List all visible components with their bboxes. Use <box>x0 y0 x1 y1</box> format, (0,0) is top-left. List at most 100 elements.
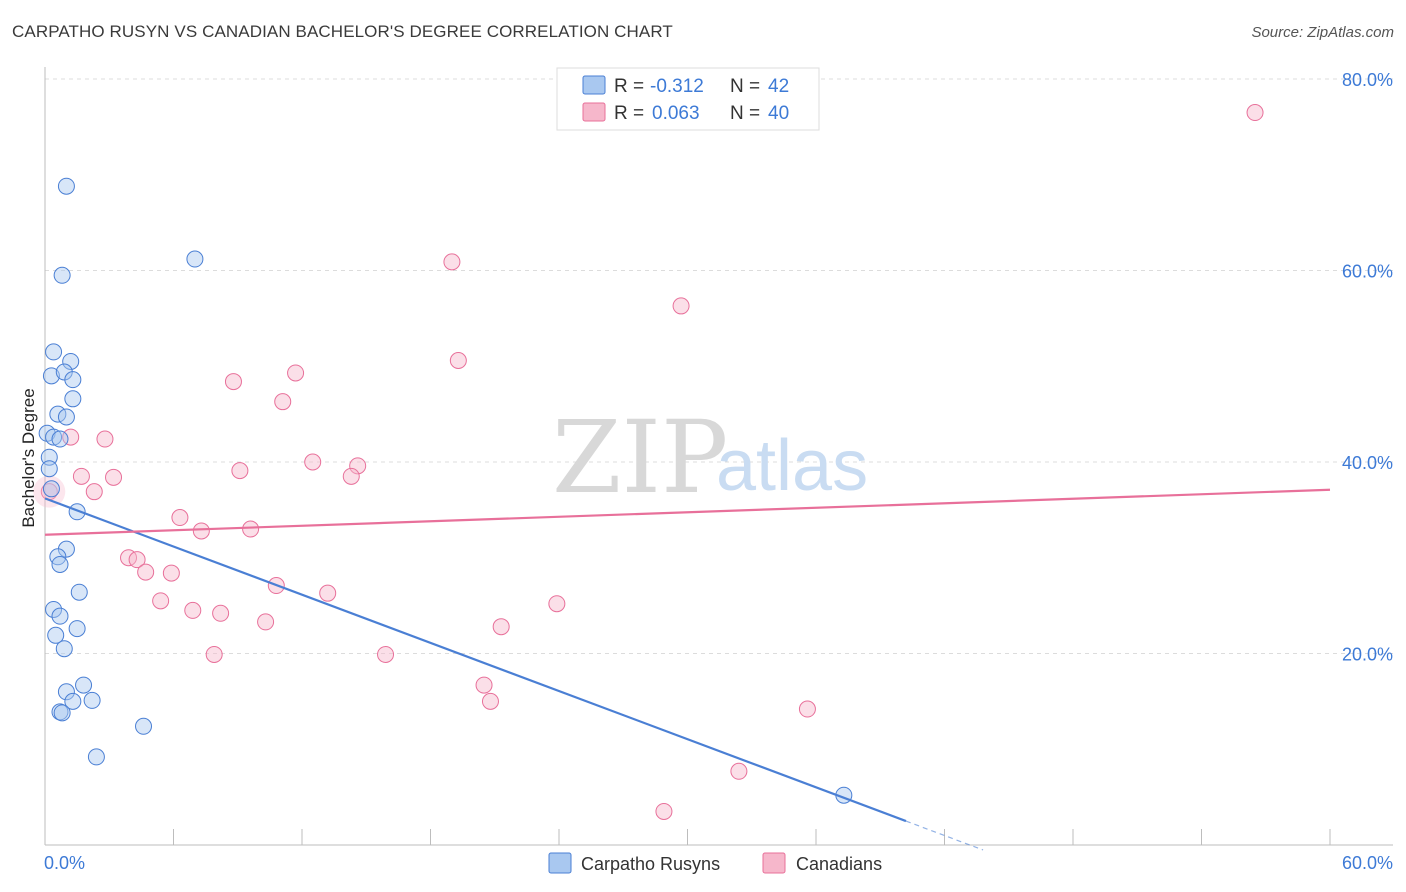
y-axis-tick-labels: 20.0% 40.0% 60.0% 80.0% <box>1342 70 1393 665</box>
canadians-point <box>287 364 305 382</box>
gridlines <box>45 78 1393 654</box>
canadians-point <box>798 700 816 718</box>
canadians-point <box>137 563 155 581</box>
carpatho-rusyns-point <box>83 691 101 709</box>
legend-swatch-pink <box>582 102 606 122</box>
canadians-point <box>105 468 123 486</box>
x-axis-ticks <box>173 829 1331 845</box>
canadians-point <box>171 509 189 527</box>
canadians-point <box>492 618 510 636</box>
watermark-atlas: atlas <box>716 426 868 506</box>
canadians-point <box>548 595 566 613</box>
canadians-point <box>162 564 180 582</box>
y-tick-label-20: 20.0% <box>1342 645 1393 665</box>
canadians-point <box>224 373 242 391</box>
carpatho-rusyns-point <box>62 352 80 370</box>
canadians-point <box>730 762 748 780</box>
carpatho-rusyns-trend-line <box>44 497 907 823</box>
carpatho-rusyns-point <box>51 607 69 625</box>
x-tick-label-max: 60.0% <box>1342 853 1393 873</box>
y-tick-label-40: 40.0% <box>1342 453 1393 473</box>
canadians-point <box>62 428 80 446</box>
carpatho-rusyns-point <box>135 717 153 735</box>
canadians-point <box>205 645 223 663</box>
legend-n-value-2: 40 <box>768 103 789 124</box>
stats-legend: R = -0.312 N = 42 R = 0.063 N = 40 <box>556 67 820 131</box>
carpatho-rusyns-point <box>64 692 82 710</box>
legend-r-label-2: R = <box>614 103 644 124</box>
y-tick-label-60: 60.0% <box>1342 262 1393 282</box>
canadians-point <box>96 430 114 448</box>
canadians-point <box>231 462 249 480</box>
canadians-point <box>242 520 260 538</box>
legend-r-label-1: R = <box>614 76 644 97</box>
carpatho-rusyns-point <box>64 390 82 408</box>
legend-n-label-2: N = <box>730 103 760 124</box>
carpatho-rusyns-point <box>57 408 75 426</box>
carpatho-rusyns-point <box>75 676 93 694</box>
carpatho-rusyns-point <box>53 704 71 722</box>
canadians-point <box>212 604 230 622</box>
source-label: Source: ZipAtlas.com <box>1251 24 1394 41</box>
y-axis-label: Bachelor's Degree <box>19 388 38 527</box>
canadians-trend-line <box>44 488 1331 536</box>
canadians-point <box>1246 104 1264 122</box>
canadians-point <box>655 802 673 820</box>
series-legend-swatch-carpatho-rusyns <box>548 852 572 874</box>
canadians-point <box>475 676 493 694</box>
canadians-point <box>128 551 146 569</box>
watermark-zip: ZIP <box>552 399 728 516</box>
canadians-point <box>120 549 138 567</box>
canadians-points <box>33 104 1264 820</box>
carpatho-rusyns-point <box>45 343 63 361</box>
carpatho-rusyns-point <box>40 460 58 478</box>
canadians-point <box>342 467 360 485</box>
carpatho-rusyns-point <box>47 626 65 644</box>
carpatho-rusyns-point <box>42 480 60 498</box>
carpatho-rusyns-point <box>186 250 204 268</box>
canadians-point <box>72 467 90 485</box>
carpatho-rusyns-trend-extension <box>905 820 984 851</box>
x-tick-label-min: 0.0% <box>44 853 85 873</box>
legend-r-value-1: -0.312 <box>650 76 704 97</box>
carpatho-rusyns-point <box>57 177 75 195</box>
carpatho-rusyns-point <box>68 620 86 638</box>
carpatho-rusyns-point <box>64 371 82 389</box>
canadians-point <box>152 592 170 610</box>
carpatho-rusyns-point <box>51 555 69 573</box>
carpatho-rusyns-point <box>45 428 63 446</box>
legend-swatch-blue <box>582 75 606 95</box>
canadians-point <box>672 297 690 315</box>
series-legend-swatch-canadians <box>762 852 786 874</box>
carpatho-rusyns-point <box>42 367 60 385</box>
canadians-point <box>349 457 367 475</box>
canadians-point <box>481 692 499 710</box>
canadians-point <box>449 352 467 370</box>
carpatho-rusyns-points <box>38 177 853 804</box>
legend-n-value-1: 42 <box>768 76 789 97</box>
series-legend-label-carpatho-rusyns: Carpatho Rusyns <box>581 854 720 874</box>
canadians-point <box>85 483 103 501</box>
canadians-point <box>304 453 322 471</box>
canadians-point <box>443 253 461 271</box>
carpatho-rusyns-point <box>51 430 69 448</box>
series-legend: Carpatho Rusyns Canadians <box>548 852 882 874</box>
carpatho-rusyns-point <box>87 748 105 766</box>
carpatho-rusyns-point <box>53 266 71 284</box>
carpatho-rusyns-point <box>55 640 73 658</box>
series-legend-label-canadians: Canadians <box>796 854 882 874</box>
canadians-point <box>274 393 292 411</box>
legend-r-value-2: 0.063 <box>652 103 700 124</box>
y-tick-label-80: 80.0% <box>1342 70 1393 90</box>
canadians-point <box>319 584 337 602</box>
carpatho-rusyns-point <box>70 583 88 601</box>
canadians-point <box>377 645 395 663</box>
legend-n-label-1: N = <box>730 76 760 97</box>
trend-lines <box>44 488 1331 851</box>
canadians-point <box>257 613 275 631</box>
carpatho-rusyns-point <box>57 683 75 701</box>
chart-title: CARPATHO RUSYN VS CANADIAN BACHELOR'S DE… <box>12 22 673 41</box>
canadians-point <box>192 522 210 540</box>
carpatho-rusyns-point <box>45 600 63 618</box>
